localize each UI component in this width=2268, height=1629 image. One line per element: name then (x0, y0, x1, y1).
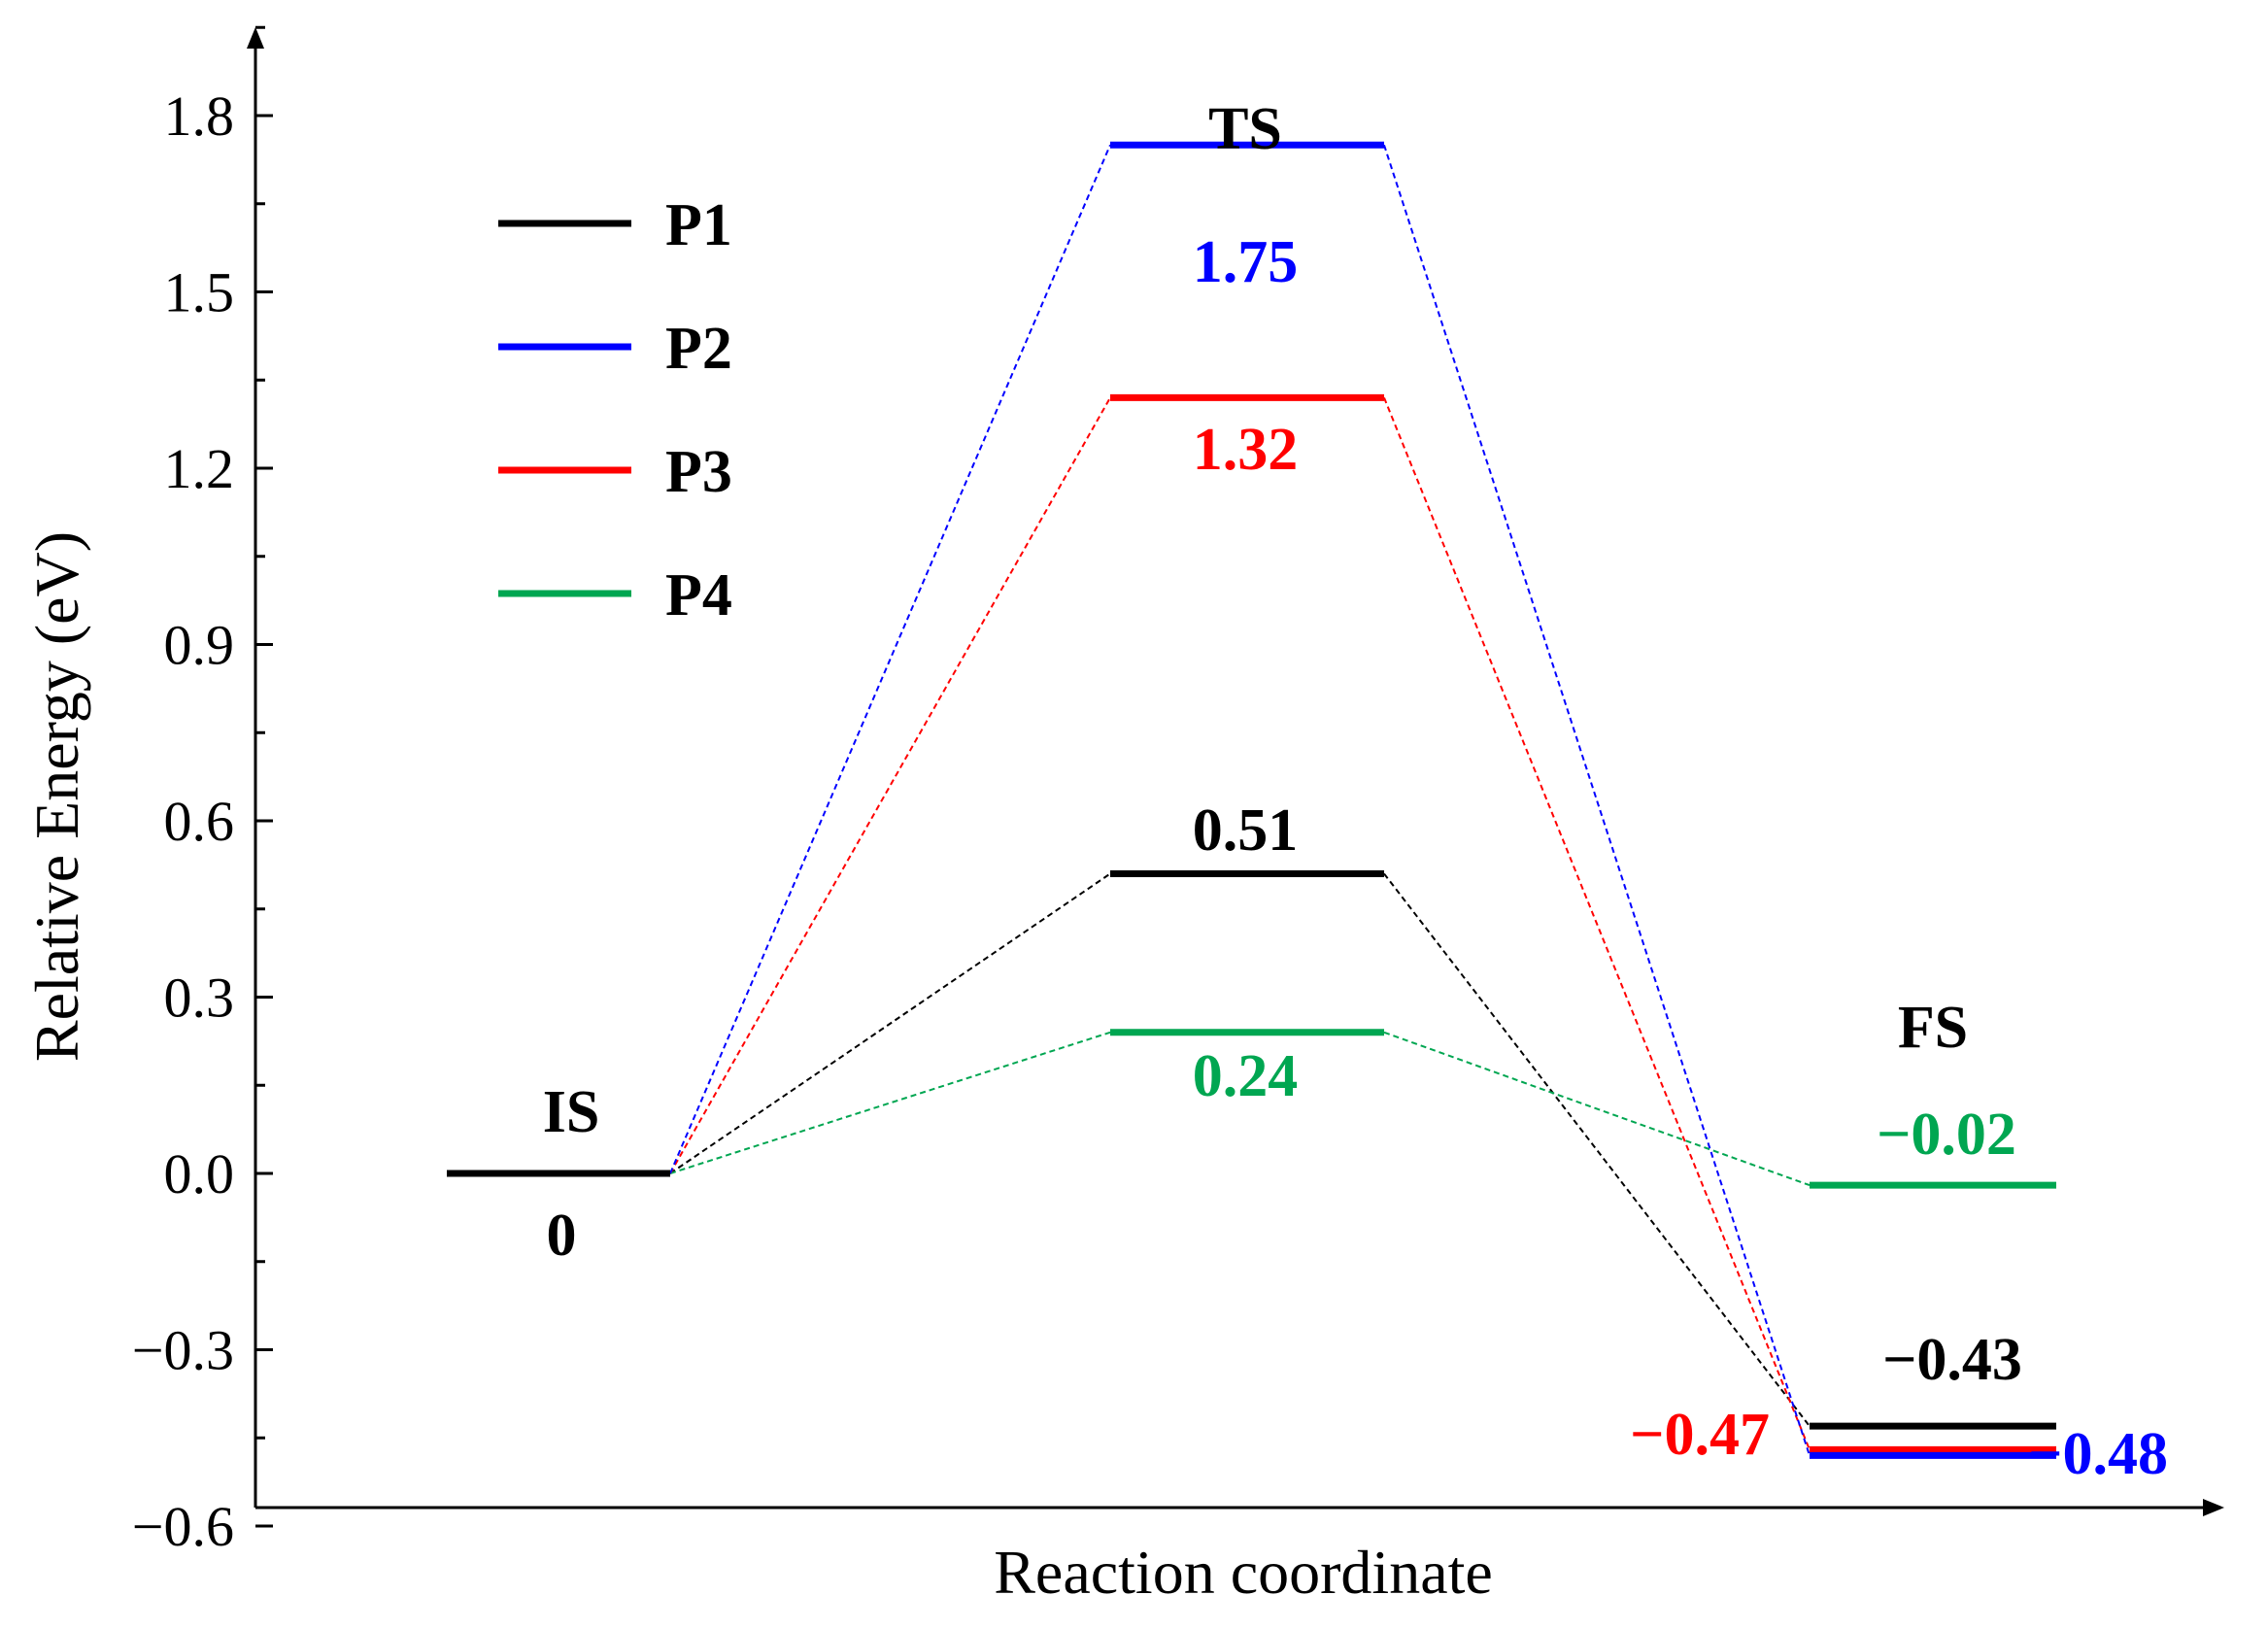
connector-lines (669, 144, 1811, 1456)
value-label-p4-ts: 0.24 (1193, 1043, 1299, 1109)
y-axis-arrow-icon (247, 27, 264, 49)
value-label-p1-ts: 0.51 (1193, 798, 1299, 864)
connector-p2-ts-fs (1383, 144, 1811, 1456)
value-label-p1-fs: −0.43 (1882, 1327, 2022, 1393)
y-tick-label: 1.2 (164, 437, 235, 500)
value-labels: 0 0.51 −0.43 1.75 −0.48 1.32 −0.47 0.24 −0.02 (547, 229, 2169, 1487)
value-label-p2-fs: −0.48 (2028, 1421, 2168, 1487)
value-label-p4-fs: −0.02 (1877, 1102, 2016, 1168)
legend-label-p1: P1 (665, 192, 732, 258)
y-tick-label: −0.3 (132, 1319, 234, 1382)
y-tick-label: −0.6 (132, 1495, 234, 1558)
x-axis-title: Reaction coordinate (994, 1538, 1493, 1607)
y-tick-label: 1.5 (164, 261, 235, 324)
state-label-ts: TS (1208, 96, 1282, 162)
y-tick-label: 0.0 (164, 1142, 235, 1205)
value-label-p2-ts: 1.75 (1193, 229, 1299, 295)
connector-p2-is-ts (669, 144, 1111, 1174)
connector-p1-ts-fs (1383, 872, 1811, 1427)
legend: P1 P2 P3 P4 (498, 192, 732, 628)
state-label-fs: FS (1898, 995, 1968, 1061)
connector-p1-is-ts (669, 872, 1111, 1174)
connector-p3-is-ts (669, 396, 1111, 1174)
legend-label-p4: P4 (665, 562, 732, 628)
y-tick-label: 0.9 (164, 614, 235, 677)
state-label-is: IS (543, 1079, 600, 1145)
x-axis-arrow-icon (2203, 1499, 2224, 1516)
value-label-p3-fs: −0.47 (1630, 1402, 1770, 1468)
connector-p4-is-ts (669, 1031, 1111, 1174)
connector-p3-ts-fs (1383, 397, 1811, 1450)
connector-p4-ts-fs (1383, 1031, 1811, 1187)
value-label-p3-ts: 1.32 (1193, 417, 1299, 483)
y-tick-label: 0.6 (164, 790, 235, 853)
legend-label-p2: P2 (665, 316, 732, 382)
legend-label-p3: P3 (665, 439, 732, 505)
energy-levels (447, 141, 2056, 1459)
y-axis-title: Relative Energy (eV) (22, 531, 91, 1062)
y-tick-label: 0.3 (164, 967, 235, 1030)
value-label-p1-is: 0 (547, 1203, 577, 1269)
y-tick-label: 1.8 (164, 85, 235, 148)
axes: 1.8 1.5 1.2 0.9 0.6 0.3 0.0 −0.3 −0.6 (132, 25, 2224, 1558)
